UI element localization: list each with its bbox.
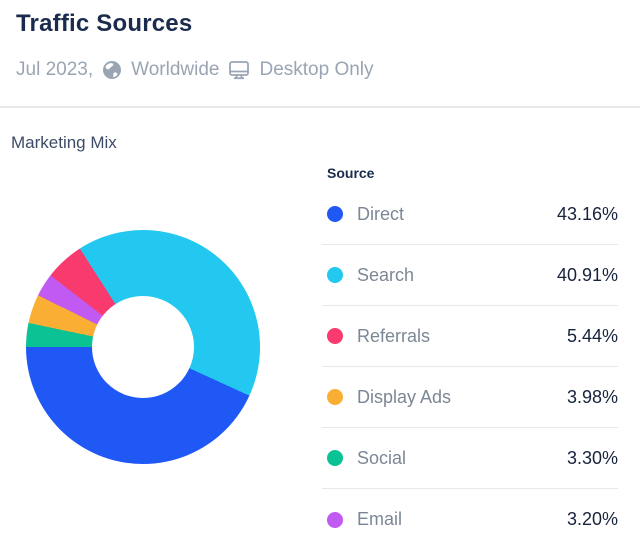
source-legend-table: Source Direct 43.16% Search 40.91% Refer… (322, 164, 618, 550)
date-range-label: Jul 2023, (16, 59, 94, 80)
legend-row-search[interactable]: Search 40.91% (322, 245, 618, 306)
legend-row-email[interactable]: Email 3.20% (322, 489, 618, 550)
direct-color-dot-icon (327, 206, 343, 222)
report-filters-summary: Jul 2023, Worldwide Desktop Only (16, 58, 374, 82)
legend-value: 3.30% (566, 447, 618, 468)
globe-icon (101, 59, 123, 81)
header-divider (0, 106, 640, 108)
legend-value: 43.16% (556, 203, 618, 224)
search-color-dot-icon (327, 267, 343, 283)
legend-value: 3.20% (566, 509, 618, 529)
legend-label: Social (357, 447, 407, 468)
legend-column-header: Source (327, 165, 375, 181)
page-title: Traffic Sources (16, 10, 193, 37)
legend-label: Search (357, 264, 415, 285)
legend-value: 3.98% (566, 386, 618, 407)
device-label: Desktop Only (259, 59, 374, 80)
legend-row-direct[interactable]: Direct 43.16% (322, 184, 618, 245)
legend-label: Direct (357, 203, 405, 224)
legend-row-social[interactable]: Social 3.30% (322, 428, 618, 489)
legend-label: Email (357, 509, 403, 529)
section-title: Marketing Mix (11, 133, 117, 152)
email-color-dot-icon (327, 511, 343, 528)
legend-value: 5.44% (566, 325, 618, 346)
desktop-monitor-icon (227, 58, 251, 82)
marketing-mix-donut-chart[interactable] (26, 230, 260, 464)
referrals-color-dot-icon (327, 328, 343, 344)
legend-row-display-ads[interactable]: Display Ads 3.98% (322, 367, 618, 428)
display-ads-color-dot-icon (327, 389, 343, 405)
legend-label: Display Ads (357, 386, 452, 407)
legend-value: 40.91% (556, 264, 618, 285)
region-label: Worldwide (131, 59, 220, 80)
social-color-dot-icon (327, 450, 343, 466)
legend-row-referrals[interactable]: Referrals 5.44% (322, 306, 618, 367)
legend-label: Referrals (357, 325, 431, 346)
